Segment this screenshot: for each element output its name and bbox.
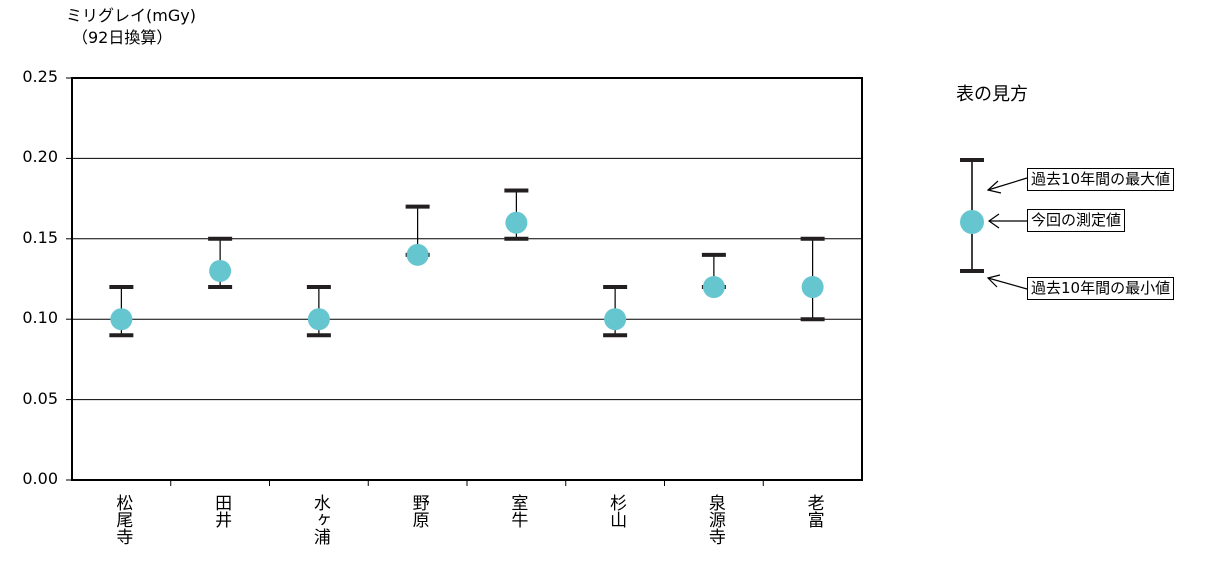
data-point	[110, 308, 133, 331]
data-point	[801, 276, 824, 299]
data-point	[604, 308, 627, 331]
plot-area-frame	[71, 77, 863, 481]
data-point	[702, 276, 725, 299]
x-category-label: 泉源寺	[704, 494, 725, 545]
legend-title: 表の見方	[956, 84, 1028, 105]
legend-min-label: 過去10年間の最小値	[1027, 277, 1175, 300]
legend-graphic	[960, 158, 1028, 290]
y-tick-label: 0.25	[22, 67, 58, 86]
x-category-label: 室牛	[507, 494, 528, 528]
legend-arrowhead-max	[986, 180, 1002, 194]
x-category-label: 野原	[408, 494, 429, 528]
x-category-label: 老富	[803, 494, 824, 528]
data-point	[209, 259, 232, 282]
legend-arrowhead-min	[986, 274, 1001, 288]
x-category-label: 田井	[211, 494, 232, 528]
legend-arrow-min	[987, 277, 1028, 290]
y-tick-label: 0.00	[22, 469, 58, 488]
legend-arrow-max	[987, 177, 1028, 191]
legend-current-label: 今回の測定値	[1027, 209, 1126, 232]
x-category-label: 松尾寺	[112, 494, 133, 545]
data-points	[110, 211, 824, 331]
y-axis-title-line1: ミリグレイ(mGy)	[66, 6, 196, 25]
y-tick-label: 0.20	[22, 147, 58, 167]
x-category-label: 杉山	[606, 494, 627, 528]
data-point	[406, 243, 429, 266]
data-point	[505, 211, 528, 234]
legend-max-label: 過去10年間の最大値	[1027, 168, 1175, 191]
data-point	[307, 308, 330, 331]
x-category-label: 水ヶ浦	[309, 494, 330, 545]
legend-arrowhead-current	[987, 213, 1000, 229]
grid-lines	[66, 77, 862, 486]
y-tick-label: 0.15	[22, 227, 58, 247]
y-tick-label: 0.10	[22, 308, 58, 328]
y-tick-label: 0.05	[22, 388, 58, 408]
y-axis-title-line2: （92日換算）	[72, 28, 173, 47]
legend-point	[960, 210, 984, 234]
